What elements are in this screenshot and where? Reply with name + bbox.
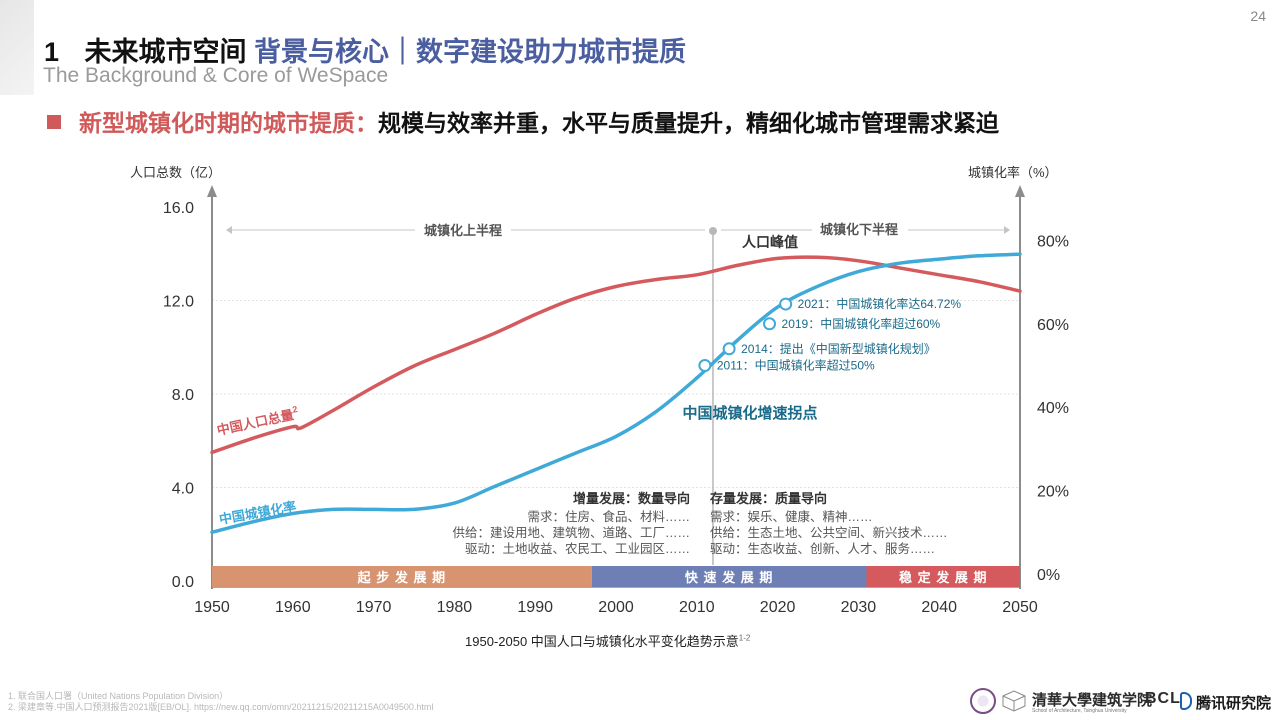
stock-phase-line: 供给：生态土地、公共空间、新兴技术…… [710,525,948,540]
headline-red: 新型城镇化时期的城市提质： [79,110,378,136]
y-right-axis-label: 城镇化率（%） [968,165,1058,180]
section-number: 1 [44,37,60,67]
right-arrowhead-icon [1004,226,1010,234]
y-axis-right-arrow-icon [1015,185,1025,197]
x-tick-label: 2020 [760,599,796,616]
series-line [210,255,1022,455]
subtitle-english: The Background & Core of WeSpace [43,64,389,87]
x-tick-label: 2010 [679,599,715,616]
x-tick-label: 1990 [517,599,553,616]
period-label: 快 速 发 展 期 [685,570,773,585]
milestone-marker [763,317,777,331]
title-accent: 背景与核心｜数字建设助力城市提质 [254,37,687,67]
footnote-2: 2. 梁建章等.中国人口预测报告2021版[EB/OL]. https://ne… [8,702,434,712]
population-series-sup: 2 [291,404,298,415]
milestone-label: 2021：中国城镇化率达64.72% [798,296,962,311]
x-tick-label: 1950 [194,599,230,616]
corner-decoration [0,0,34,95]
y-right-tick-label: 40% [1037,400,1069,417]
y-right-tick-label: 80% [1037,233,1069,250]
page-number: 24 [1250,8,1266,24]
urbanization-series-label: 中国城镇化率 [218,499,297,527]
period-bar [212,566,592,587]
incremental-phase-title: 增量发展：数量导向 [573,491,690,506]
y-right-tick-label: 0% [1037,567,1060,584]
logo-bar: 清華大學建筑学院 School of Architecture, Tsinghu… [970,686,1272,718]
period-label: 起 步 发 展 期 [357,570,446,585]
caption-sup: 1-2 [738,633,751,643]
milestone-marker [779,297,793,311]
tsinghua-logo-text: 清華大學建筑学院 [1032,691,1153,709]
milestone-label: 2011：中国城镇化率超过50% [717,357,875,372]
title-main: 未来城市空间 [84,37,247,67]
y-left-tick-label: 8.0 [172,387,194,404]
footnotes: 1. 联合国人口署（United Nations Population Divi… [8,691,433,713]
tsinghua-logo-subtext: School of Architecture, Tsinghua Univers… [1032,708,1127,714]
incremental-phase-line: 供给：建设用地、建筑物、道路、工厂…… [452,525,690,540]
milestone-marker [698,358,712,372]
y-right-tick-label: 60% [1037,317,1069,334]
first-half-label-bg [415,222,511,238]
inflection-label: 中国城镇化增速拐点 [682,404,817,422]
period-bar [866,566,1020,587]
first-half-label: 城镇化上半程 [424,223,502,238]
y-right-tick-label: 20% [1037,484,1069,501]
milestone-label: 2014：提出《中国新型城镇化规划》 [741,341,936,356]
second-half-label-bg [812,222,908,238]
divider-dot-icon [708,227,717,235]
period-bar [591,566,867,587]
period-label: 稳 定 发 展 期 [899,570,987,585]
y-axis-left-arrow-icon [207,185,217,197]
series-line [210,252,1022,535]
x-tick-label: 1960 [275,599,311,616]
incremental-phase-line: 驱动：土地收益、农民工、工业园区…… [465,542,690,556]
x-tick-label: 1970 [356,599,392,616]
bcl-logo: BCL [1145,690,1181,707]
stock-phase-line: 驱动：生态收益、创新、人才、服务…… [710,541,935,556]
chart-caption: 1950-2050 中国人口与城镇化水平变化趋势示意1-2 [465,631,750,650]
tencent-logo-icon [1180,692,1192,710]
y-left-tick-label: 16.0 [163,200,194,217]
x-tick-label: 2030 [841,599,877,616]
second-half-label: 城镇化下半程 [820,222,898,237]
caption-text: 1950-2050 中国人口与城镇化水平变化趋势示意 [465,634,739,649]
headline: 新型城镇化时期的城市提质：规模与效率并重，水平与质量提升，精细化城市管理需求紧迫 [47,104,999,138]
tencent-research-logo: 腾讯研究院 [1196,695,1272,712]
y-left-axis-label: 人口总数（亿） [130,165,221,180]
page-title: 1 未来城市空间 背景与核心｜数字建设助力城市提质 [44,30,686,69]
left-arrowhead-icon [226,226,232,234]
x-tick-label: 2040 [921,599,957,616]
footnote-1: 1. 联合国人口署（United Nations Population Divi… [8,691,229,701]
x-tick-label: 2050 [1002,599,1038,616]
y-left-tick-label: 12.0 [163,294,194,311]
square-bullet-icon [47,115,61,129]
architecture-wireframe-icon [1002,690,1026,712]
stock-phase-title: 存量发展：质量导向 [710,491,827,506]
stock-phase-line: 需求：娱乐、健康、精神…… [710,509,873,524]
y-left-tick-label: 0.0 [172,574,194,591]
headline-black: 规模与效率并重，水平与质量提升，精细化城市管理需求紧迫 [378,110,999,136]
y-left-tick-label: 4.0 [172,481,194,498]
population-series-label: 中国人口总量2 [215,404,300,438]
x-tick-label: 1980 [437,599,473,616]
milestone-marker [722,342,736,356]
incremental-phase-line: 需求：住房、食品、材料…… [527,509,690,524]
x-tick-label: 2000 [598,599,634,616]
population-peak-label: 人口峰值 [742,234,798,250]
milestone-label: 2019：中国城镇化率超过60% [782,316,941,331]
tsinghua-seal-icon [970,688,996,714]
